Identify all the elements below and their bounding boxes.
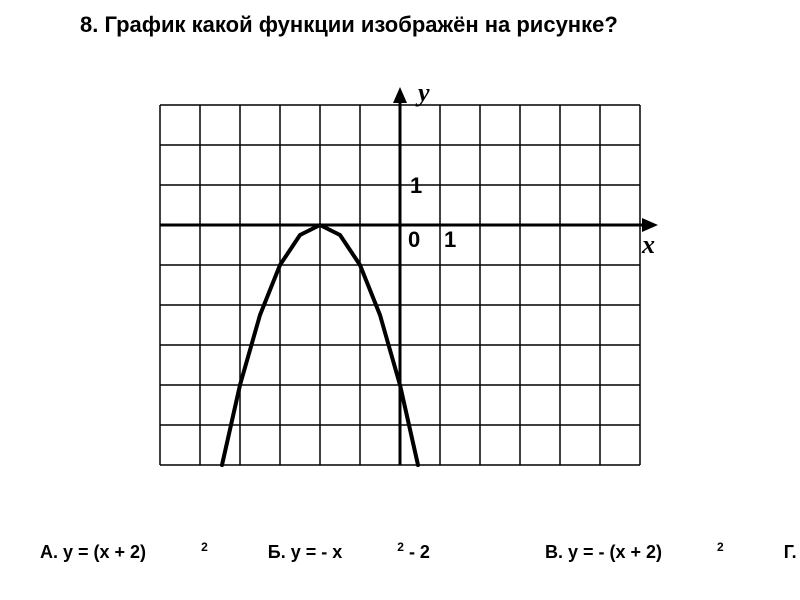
answer-a-text: А. y = (x + 2) — [40, 542, 146, 562]
answer-b-text: Б. y = - x — [268, 542, 342, 562]
answer-a-exp: 2 — [201, 540, 208, 554]
chart-area: yx011 — [130, 75, 650, 445]
answer-options: А. y = (x + 2) 2 Б. y = - x 2 - 2 В. y = -… — [40, 540, 780, 563]
chart-svg: yx011 — [130, 75, 670, 495]
answer-d: Г. y = - (x – 2)2. — [784, 542, 800, 562]
answer-c-exp: 2 — [717, 540, 724, 554]
svg-text:y: y — [415, 78, 430, 107]
svg-text:1: 1 — [410, 173, 422, 198]
answer-c-text: В. y = - (x + 2) — [545, 542, 662, 562]
svg-text:1: 1 — [444, 227, 456, 252]
svg-text:x: x — [641, 230, 655, 259]
answer-b-suffix: - 2 — [404, 542, 430, 562]
answer-b-exp: 2 — [397, 540, 404, 554]
answer-d-text: Г. y = - (x – 2) — [784, 542, 800, 562]
page-container: 8. График какой функции изображён на рис… — [0, 0, 800, 600]
question-title: 8. График какой функции изображён на рис… — [80, 12, 618, 38]
answer-a: А. y = (x + 2) 2 — [40, 542, 213, 562]
answer-b: Б. y = - x 2 - 2 — [268, 542, 490, 562]
svg-text:0: 0 — [408, 227, 420, 252]
answer-c: В. y = - (x + 2) 2 — [545, 542, 729, 562]
